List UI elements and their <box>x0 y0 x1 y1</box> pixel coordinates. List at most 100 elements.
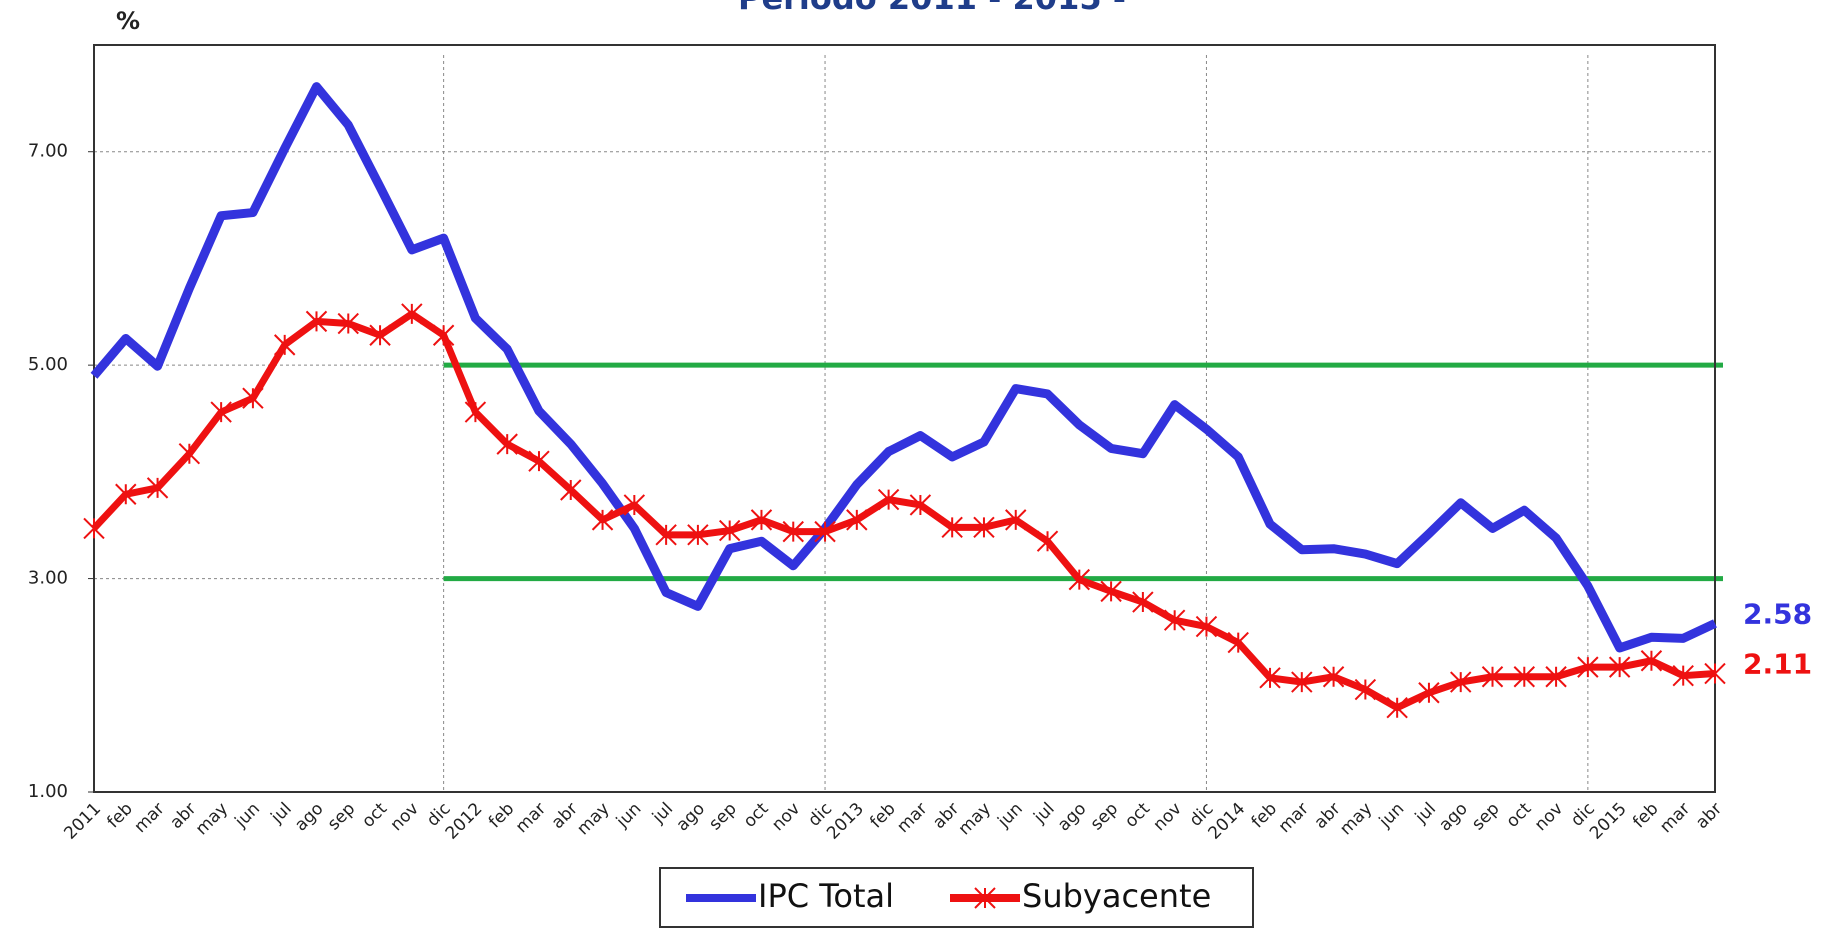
series-marker <box>1036 530 1059 552</box>
x-tick-label: feb <box>103 799 136 832</box>
series-marker <box>687 524 709 546</box>
x-tick-label: nov <box>1149 799 1185 835</box>
x-tick-label: nov <box>1531 799 1567 835</box>
series-marker <box>1704 662 1726 685</box>
series-marker <box>1577 656 1599 678</box>
series-marker <box>1259 667 1281 689</box>
series-line <box>91 310 1716 712</box>
legend-marker <box>974 887 996 909</box>
x-tick-label: sep <box>324 799 359 834</box>
series-marker <box>401 303 423 325</box>
series-marker <box>1481 666 1504 688</box>
x-tick-label: mar <box>512 799 550 837</box>
x-tick-label: jul <box>267 799 296 828</box>
series-marker <box>1100 580 1122 603</box>
x-tick-label: jul <box>648 799 677 828</box>
x-tick-label: mar <box>893 799 931 837</box>
series-marker <box>1227 631 1249 654</box>
x-tick-label: jun <box>612 799 645 832</box>
x-tick-label: mar <box>130 799 168 837</box>
series-marker <box>1195 615 1218 638</box>
x-tick-label: feb <box>1248 799 1281 832</box>
series-marker <box>623 494 646 516</box>
x-tick-label: ago <box>1435 799 1471 835</box>
series-marker <box>496 433 518 455</box>
x-tick-label: ago <box>1054 799 1090 835</box>
plot-frame <box>93 44 1716 793</box>
x-tick-label: jul <box>1411 799 1440 828</box>
series-marker <box>1418 682 1440 704</box>
x-tick-label: 2012 <box>442 799 487 844</box>
y-tick-label: 7.00 <box>28 141 68 162</box>
x-tick-label: feb <box>866 799 899 832</box>
series-marker <box>1354 678 1377 701</box>
series-marker <box>560 479 582 501</box>
y-tick-label: 1.00 <box>28 781 68 802</box>
series-marker <box>1163 609 1186 631</box>
x-tick-label: 2015 <box>1586 799 1631 844</box>
x-tick-label: ago <box>672 799 708 835</box>
legend-label: IPC Total <box>758 877 894 915</box>
series-marker <box>877 488 900 511</box>
series-marker <box>305 310 328 333</box>
x-tick-label: jun <box>231 799 264 832</box>
series-marker <box>909 494 932 516</box>
series-marker <box>1068 568 1091 591</box>
x-tick-label: oct <box>358 799 391 832</box>
x-tick-label: oct <box>740 799 773 832</box>
series-marker <box>242 387 264 409</box>
x-tick-label: ago <box>291 799 327 835</box>
x-tick-label: feb <box>1629 799 1662 832</box>
series-marker <box>1672 664 1694 687</box>
series-marker <box>528 450 550 472</box>
y-axis-label: % <box>116 7 140 35</box>
x-tick-label: may <box>192 799 232 839</box>
series-marker <box>941 516 963 539</box>
series-marker <box>750 509 773 531</box>
series-marker <box>273 334 296 356</box>
x-tick-label: may <box>573 799 613 839</box>
x-tick-label: abr <box>1692 799 1726 833</box>
series-marker <box>1005 509 1027 531</box>
end-value-label: 2.11 <box>1743 648 1812 681</box>
x-tick-label: oct <box>1503 799 1536 832</box>
x-tick-label: mar <box>1275 799 1313 837</box>
series-marker <box>655 524 677 546</box>
series-marker <box>973 516 995 539</box>
x-tick-label: 2011 <box>60 799 105 844</box>
x-tick-label: jun <box>993 799 1026 832</box>
x-tick-label: feb <box>485 799 518 832</box>
x-tick-label: may <box>1336 799 1376 839</box>
series-marker <box>464 401 487 423</box>
series-marker <box>782 520 804 543</box>
series-marker <box>146 477 169 499</box>
series-marker <box>369 324 391 346</box>
series-marker <box>1291 671 1313 693</box>
x-tick-label: nov <box>387 799 423 835</box>
series-marker <box>814 520 836 543</box>
legend-label: Subyacente <box>1022 877 1211 915</box>
x-tick-label: jul <box>1029 799 1058 828</box>
x-tick-label: nov <box>768 799 804 835</box>
x-tick-label: mar <box>1656 799 1694 837</box>
series-marker <box>1322 666 1345 688</box>
series-marker <box>210 401 232 423</box>
series-marker <box>1132 591 1154 613</box>
series-marker <box>1608 656 1631 678</box>
series-marker <box>83 517 105 540</box>
series-marker <box>337 312 359 335</box>
x-tick-label: may <box>955 799 995 839</box>
y-tick-label: 5.00 <box>28 354 68 375</box>
series-marker <box>1513 666 1535 688</box>
series-marker <box>846 509 868 531</box>
series-marker <box>1386 696 1408 719</box>
series-line <box>90 82 1717 653</box>
x-tick-label: sep <box>1468 799 1503 834</box>
series-marker <box>1450 671 1472 693</box>
series-marker <box>1640 650 1663 672</box>
series-marker <box>432 324 455 346</box>
x-tick-label: jun <box>1375 799 1408 832</box>
x-tick-label: sep <box>1087 799 1122 834</box>
